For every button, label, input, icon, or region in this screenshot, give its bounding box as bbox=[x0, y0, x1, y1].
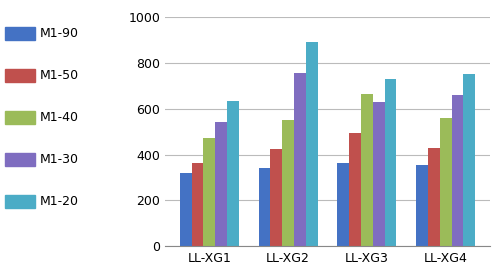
Bar bbox=[452, 95, 464, 246]
Bar bbox=[227, 101, 239, 246]
Text: M1-20: M1-20 bbox=[40, 195, 79, 208]
Bar bbox=[361, 94, 373, 246]
Text: M1-50: M1-50 bbox=[40, 69, 79, 82]
Text: M1-40: M1-40 bbox=[40, 111, 79, 124]
Bar bbox=[258, 168, 270, 246]
Bar bbox=[215, 122, 227, 246]
Bar bbox=[440, 118, 452, 246]
Bar bbox=[180, 173, 192, 246]
Bar bbox=[282, 120, 294, 246]
Bar bbox=[192, 163, 203, 246]
Bar bbox=[384, 79, 396, 246]
Bar bbox=[204, 139, 215, 246]
Bar bbox=[338, 163, 349, 246]
Bar bbox=[416, 165, 428, 246]
Bar bbox=[373, 102, 384, 246]
Bar bbox=[428, 148, 440, 246]
Bar bbox=[464, 74, 475, 246]
Bar bbox=[306, 42, 318, 246]
Bar bbox=[294, 73, 306, 246]
Bar bbox=[270, 149, 282, 246]
Text: M1-90: M1-90 bbox=[40, 27, 79, 40]
Text: M1-30: M1-30 bbox=[40, 153, 79, 166]
Bar bbox=[349, 133, 361, 246]
